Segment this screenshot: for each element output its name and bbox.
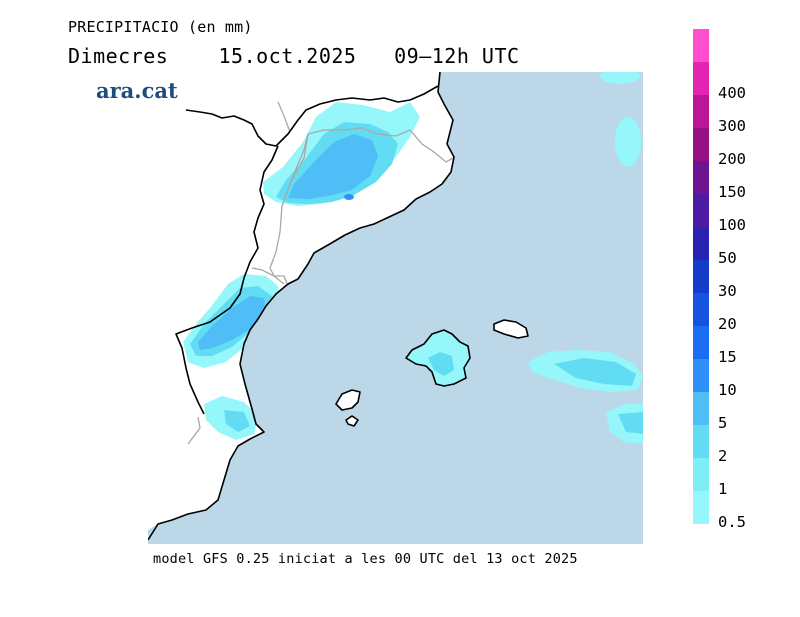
precip-east-band-2 [554, 358, 636, 386]
precip-ne-cell [615, 117, 641, 167]
forecast-hours: 09–12h UTC [394, 44, 520, 68]
legend-swatch [693, 161, 709, 194]
precip-valencia-patch-2 [224, 410, 250, 432]
northern-frontier [185, 85, 439, 147]
border-aragon-catalonia [269, 133, 309, 287]
mainland-coastline [148, 72, 455, 541]
precip-cores [344, 194, 454, 376]
precip-north-cell [600, 72, 640, 84]
legend-label: 100 [718, 216, 746, 234]
spacer [181, 44, 206, 68]
legend-swatch [693, 29, 709, 62]
precip-mallorca-core [428, 352, 454, 376]
precip-peak-cell [344, 194, 354, 200]
precip-pyrenees-5 [288, 134, 378, 199]
legend-swatch [693, 392, 709, 425]
map-svg [148, 72, 643, 544]
borders [187, 101, 454, 445]
land-precip-layer [183, 102, 420, 440]
forecast-period: Dimecres 15.oct.2025 09–12h UTC [68, 44, 520, 68]
legend-swatch [693, 227, 709, 260]
legend-swatch [693, 326, 709, 359]
legend-label: 400 [718, 84, 746, 102]
legend-swatch [693, 95, 709, 128]
ibiza-island [335, 389, 361, 411]
legend-swatch [693, 260, 709, 293]
precip-se-cell-2 [618, 412, 643, 434]
coastlines [148, 72, 455, 541]
spacer [369, 44, 382, 68]
legend-swatch [693, 194, 709, 227]
legend-label: 10 [718, 381, 737, 399]
legend-swatch [693, 491, 709, 524]
legend-label: 150 [718, 183, 746, 201]
legend-label: 50 [718, 249, 737, 267]
legend-label: 5 [718, 414, 728, 432]
legend-label: 0.5 [718, 513, 746, 531]
legend-swatch [693, 458, 709, 491]
legend-swatch [693, 425, 709, 458]
forecast-day: Dimecres [68, 44, 169, 68]
legend-label: 15 [718, 348, 737, 366]
precip-legend: 0.5 1 2 5 10 15 20 30 50 100 150 200 300 400 [693, 29, 746, 530]
legend-label: 300 [718, 117, 746, 135]
western-frontier [175, 145, 279, 415]
legend-swatch [693, 293, 709, 326]
legend-swatch [693, 128, 709, 161]
border-interior-south [187, 416, 201, 445]
border-interior-north [277, 101, 291, 133]
legend-swatch [693, 359, 709, 392]
precip-ebro-5 [198, 296, 266, 350]
legend-label: 20 [718, 315, 737, 333]
precipitation-map [148, 72, 643, 544]
border-france-catalonia [289, 127, 454, 185]
legend-label: 2 [718, 447, 728, 465]
model-info: model GFS 0.25 iniciat a les 00 UTC del … [153, 551, 578, 567]
border-valencia-region [251, 267, 285, 285]
legend-swatch [693, 62, 709, 95]
legend-label: 200 [718, 150, 746, 168]
forecast-date: 15.oct.2025 [218, 44, 357, 68]
map-title: PRECIPITACIO (en mm) [68, 18, 253, 36]
menorca-island [493, 319, 529, 339]
formentera-island [345, 415, 359, 427]
legend-label: 30 [718, 282, 737, 300]
legend-label: 1 [718, 480, 728, 498]
ara-cat-logo[interactable]: ara.cat [96, 78, 178, 103]
